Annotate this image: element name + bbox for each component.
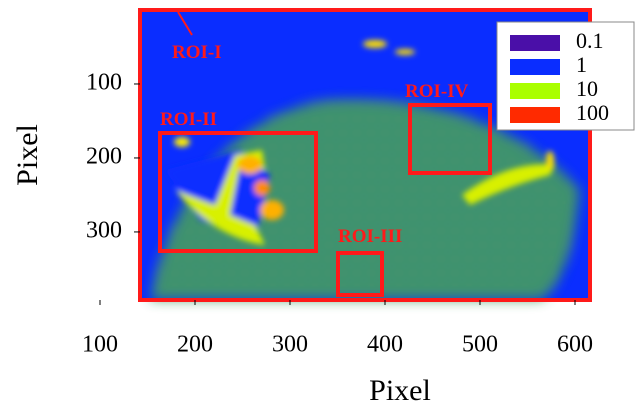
roi-label: ROI-IV <box>405 81 469 102</box>
x-axis-label: Pixel <box>369 374 431 407</box>
x-tick-label: 200 <box>177 332 213 358</box>
roi-label: ROI-III <box>338 226 402 247</box>
y-tick-label: 200 <box>86 143 122 169</box>
x-tick-label: 500 <box>462 332 498 358</box>
chart: ROI-I ROI-II ROI-III ROI-IV Pixel Pixel … <box>0 0 640 408</box>
legend-label: 0.1 <box>576 28 604 53</box>
y-tick-label: 300 <box>86 217 122 243</box>
legend-swatch <box>510 59 560 75</box>
y-tick-label: 100 <box>86 69 122 95</box>
legend-swatch <box>510 35 560 51</box>
x-tick-label: 100 <box>82 332 118 358</box>
legend-label: 10 <box>576 76 598 101</box>
roi-label: ROI-II <box>160 109 217 130</box>
legend-label: 100 <box>576 100 609 125</box>
legend-swatch <box>510 83 560 99</box>
roi-label: ROI-I <box>172 42 222 63</box>
legend-label: 1 <box>576 52 587 77</box>
x-tick-label: 400 <box>367 332 403 358</box>
x-tick-label: 600 <box>557 332 593 358</box>
x-tick-label: 300 <box>272 332 308 358</box>
y-axis-label: Pixel <box>11 124 44 186</box>
legend-swatch <box>510 107 560 123</box>
